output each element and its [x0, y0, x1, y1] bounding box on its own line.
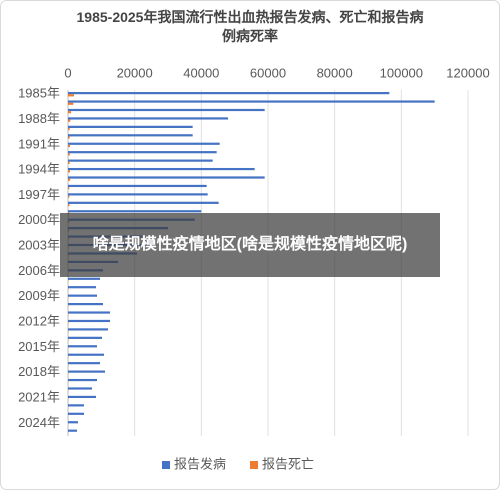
bar: [68, 277, 100, 280]
bar: [68, 125, 193, 128]
bar: [68, 195, 70, 198]
bar: [68, 142, 220, 145]
y-tick-label: 2015年: [18, 339, 60, 354]
y-tick-label: 2003年: [18, 238, 60, 253]
x-tick-label: 40000: [183, 65, 219, 80]
y-tick-label: 2024年: [18, 415, 60, 430]
bar: [68, 210, 202, 213]
bar: [68, 328, 108, 331]
y-tick-label: 2012年: [18, 314, 60, 329]
bar: [68, 362, 100, 365]
bar: [68, 421, 78, 424]
x-tick-label: 60000: [250, 65, 286, 80]
x-tick-label: 100000: [380, 65, 423, 80]
y-tick-label: 1997年: [18, 187, 60, 202]
legend-swatch: [162, 461, 170, 469]
y-tick-label: 2018年: [18, 364, 60, 379]
bar: [68, 134, 193, 137]
bar: [68, 144, 70, 148]
chart-title: 1985-2025年我国流行性出血热报告发病、死亡和报告病例病死率: [76, 9, 424, 44]
bar: [68, 412, 84, 415]
bar: [68, 178, 71, 181]
bar: [68, 136, 70, 139]
overlay-banner: 啥是规模性疫情地区(啥是规模性疫情地区呢): [60, 213, 440, 277]
y-tick-label: 1991年: [18, 136, 60, 151]
x-tick-label: 120000: [446, 65, 489, 80]
bar: [68, 302, 103, 306]
bar: [68, 127, 70, 131]
y-tick-label: 2000年: [18, 212, 60, 227]
bar: [68, 203, 70, 207]
bar: [68, 151, 217, 154]
bar: [68, 353, 104, 356]
bar: [68, 286, 96, 289]
bar: [68, 94, 74, 97]
bar: [68, 345, 97, 348]
bar: [68, 429, 77, 432]
y-tick-label: 2021年: [18, 389, 60, 404]
overlay-text: 啥是规模性疫情地区(啥是规模性疫情地区呢): [92, 236, 408, 253]
bar: [68, 111, 71, 114]
y-tick-label: 1985年: [18, 86, 60, 101]
bar: [68, 108, 265, 112]
bar: [68, 193, 208, 196]
legend-label: 报告死亡: [262, 456, 314, 471]
bar: [68, 102, 74, 105]
bar: [68, 184, 207, 188]
bar: [68, 387, 92, 390]
bar: [68, 92, 390, 95]
bar: [68, 201, 219, 204]
bar: [68, 378, 97, 382]
bar: [68, 119, 71, 122]
y-tick-label: 2006年: [18, 263, 60, 278]
bar: [68, 100, 435, 103]
bar: [68, 167, 255, 171]
bar: [68, 153, 70, 156]
x-tick-label: 80000: [317, 65, 353, 80]
bar: [68, 117, 228, 120]
bar: [68, 395, 96, 399]
bar: [68, 294, 97, 297]
bar: [68, 159, 213, 162]
bar: [68, 319, 110, 323]
x-tick-label: 20000: [117, 65, 153, 80]
y-tick-label: 1994年: [18, 162, 60, 177]
bar: [68, 161, 70, 164]
bar: [68, 370, 105, 373]
bar: [68, 336, 102, 339]
bar: [68, 170, 70, 173]
x-tick-label: 0: [64, 65, 71, 80]
y-tick-label: 2009年: [18, 288, 60, 303]
y-tick-label: 1988年: [18, 111, 60, 126]
bar: [68, 187, 70, 190]
legend-swatch: [250, 461, 258, 469]
legend-label: 报告发病: [174, 456, 226, 471]
bar: [68, 176, 265, 179]
bar: [68, 404, 84, 407]
bar: [68, 311, 110, 314]
